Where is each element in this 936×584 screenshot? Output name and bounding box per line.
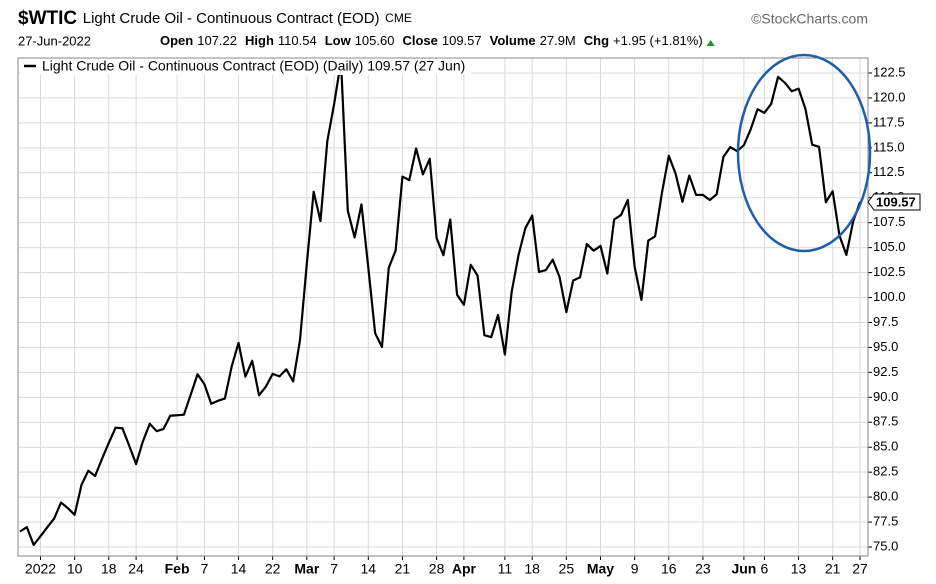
- stat-value: 110.54: [278, 33, 317, 48]
- x-tick-label: 14: [231, 561, 247, 577]
- stat-label: Chg: [584, 33, 609, 48]
- x-tick-label: 28: [429, 561, 445, 577]
- y-tick-label: 82.5: [873, 464, 898, 479]
- instrument-name: Light Crude Oil - Continuous Contract (E…: [83, 10, 380, 27]
- x-tick-label: 18: [524, 561, 540, 577]
- y-tick-label: 107.5: [873, 214, 906, 229]
- stat-label: High: [245, 33, 274, 48]
- y-tick-label: 102.5: [873, 264, 906, 279]
- stat-value: 27.9M: [540, 33, 576, 48]
- x-tick-label: 14: [361, 561, 377, 577]
- y-tick-label: 80.0: [873, 489, 898, 504]
- x-tick-label: 9: [631, 561, 639, 577]
- up-arrow: [706, 40, 715, 46]
- price-line: [19, 59, 862, 547]
- x-tick-label: Jun: [731, 561, 756, 577]
- x-tick-label: May: [587, 561, 614, 577]
- x-tick-label: 7: [200, 561, 208, 577]
- y-tick-label: 122.5: [873, 64, 906, 79]
- y-tick-label: 97.5: [873, 314, 898, 329]
- y-tick-label: 105.0: [873, 239, 906, 254]
- x-tick-label: 22: [265, 561, 281, 577]
- x-tick-label: 13: [791, 561, 807, 577]
- y-tick-label: 115.0: [873, 139, 905, 154]
- x-tick-label: 6: [760, 561, 768, 577]
- x-tick-label: 21: [825, 561, 841, 577]
- y-tick-label: 112.5: [873, 164, 905, 179]
- highlight-ellipse: [736, 53, 872, 253]
- stat-value: 107.22: [197, 33, 237, 48]
- x-tick-label: 27: [852, 561, 868, 577]
- y-tick-label: 120.0: [873, 89, 906, 104]
- x-tick-label: Apr: [452, 561, 477, 577]
- x-tick-label: Mar: [294, 561, 319, 577]
- last-value-label: 109.57: [876, 194, 916, 209]
- legend-label: Light Crude Oil - Continuous Contract (E…: [42, 58, 465, 74]
- y-tick-label: 100.0: [873, 289, 906, 304]
- x-tick-label: 18: [101, 561, 117, 577]
- x-tick-label: 23: [695, 561, 711, 577]
- last-value-pointer: [867, 193, 921, 211]
- stat-label: Volume: [490, 33, 536, 48]
- x-tick-label: 16: [661, 561, 677, 577]
- y-tick-label: 117.5: [873, 114, 905, 129]
- y-tick-label: 77.5: [873, 514, 898, 529]
- x-tick-label: 25: [559, 561, 575, 577]
- stat-value: 105.60: [355, 33, 395, 48]
- stat-value: +1.95 (+1.81%): [613, 33, 703, 48]
- y-tick-label: 85.0: [873, 439, 898, 454]
- y-tick-label: 75.0: [873, 538, 898, 553]
- x-tick-label: 11: [498, 561, 513, 577]
- symbol: $WTIC: [18, 8, 77, 29]
- legend-bg: [20, 59, 472, 75]
- stat-value: 109.57: [442, 33, 482, 48]
- plot-frame: [17, 57, 869, 557]
- x-tick-label: 7: [330, 561, 338, 577]
- y-tick-label: 95.0: [873, 339, 898, 354]
- x-tick-label: Feb: [165, 561, 190, 577]
- exchange: CME: [385, 11, 412, 25]
- stat-label: Low: [325, 33, 352, 48]
- y-tick-label: 87.5: [873, 414, 898, 429]
- header-line: $WTIC Light Crude Oil - Continuous Contr…: [18, 8, 412, 29]
- y-tick-label: 92.5: [873, 364, 898, 379]
- legend: Light Crude Oil - Continuous Contract (E…: [20, 58, 472, 75]
- stat-label: Close: [402, 33, 437, 48]
- source: ©StockCharts.com: [751, 11, 868, 27]
- x-tick-label: 24: [128, 561, 144, 577]
- stat-label: Open: [160, 33, 193, 48]
- x-tick-label: 21: [395, 561, 411, 577]
- x-tick-label: 2022: [25, 561, 56, 577]
- date: 27-Jun-2022: [18, 33, 91, 48]
- x-tick-label: 10: [67, 561, 83, 577]
- stats: Open 107.22 High 110.54 Low 105.60 Close 109.57…: [160, 33, 703, 48]
- y-tick-label: 90.0: [873, 389, 898, 404]
